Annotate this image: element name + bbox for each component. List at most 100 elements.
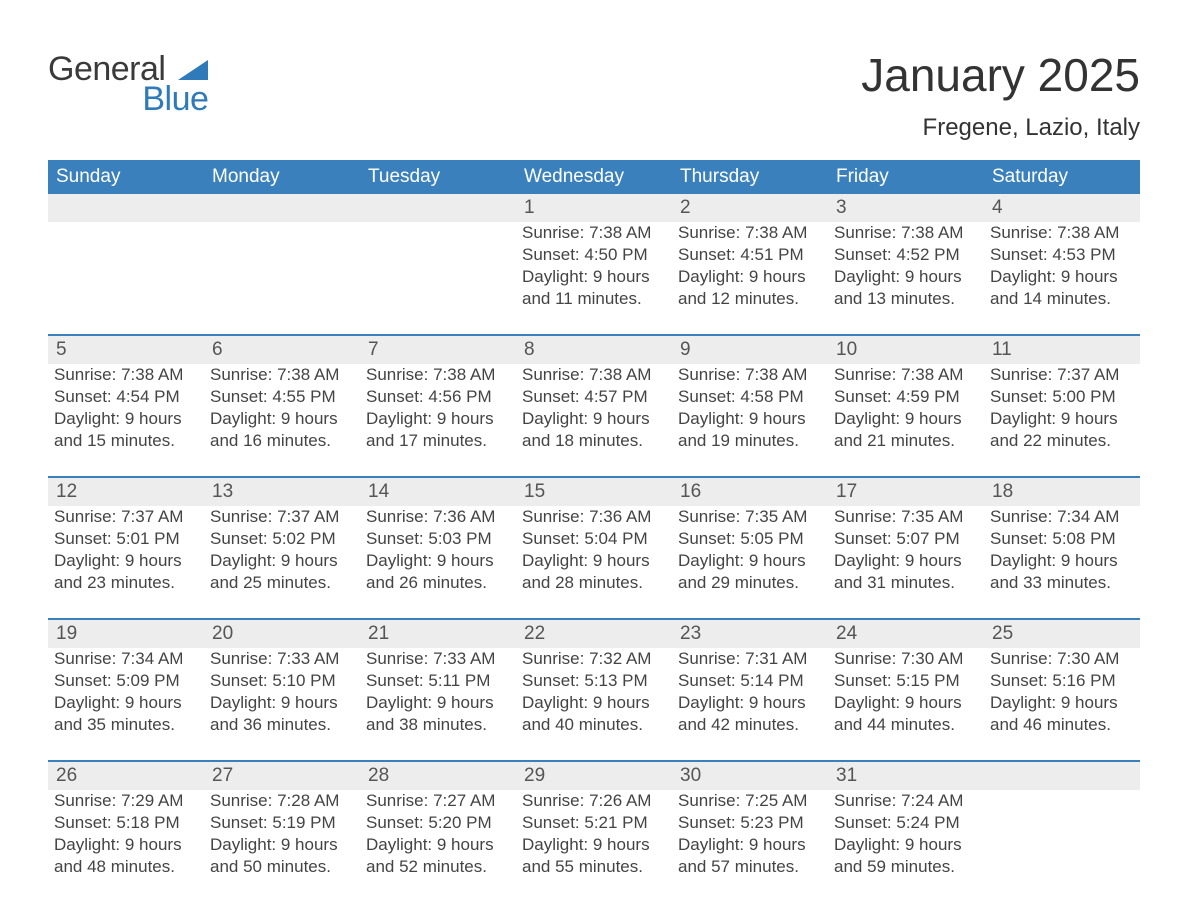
day-number: 28: [360, 762, 516, 790]
day-number: 18: [984, 478, 1140, 506]
daylight-line-2: and 21 minutes.: [834, 430, 978, 452]
calendar-day: Sunrise: 7:30 AMSunset: 5:16 PMDaylight:…: [984, 648, 1140, 760]
calendar-day: Sunrise: 7:34 AMSunset: 5:08 PMDaylight:…: [984, 506, 1140, 618]
daylight-line-1: Daylight: 9 hours: [210, 834, 354, 856]
sunset-line: Sunset: 4:53 PM: [990, 244, 1134, 266]
sunset-line: Sunset: 5:21 PM: [522, 812, 666, 834]
day-number: 20: [204, 620, 360, 648]
calendar-day: Sunrise: 7:36 AMSunset: 5:03 PMDaylight:…: [360, 506, 516, 618]
sunrise-line: Sunrise: 7:29 AM: [54, 790, 198, 812]
daylight-line-1: Daylight: 9 hours: [990, 266, 1134, 288]
week-row: Sunrise: 7:29 AMSunset: 5:18 PMDaylight:…: [48, 790, 1140, 902]
calendar-day: Sunrise: 7:38 AMSunset: 4:59 PMDaylight:…: [828, 364, 984, 476]
sunset-line: Sunset: 4:58 PM: [678, 386, 822, 408]
daylight-line-1: Daylight: 9 hours: [834, 692, 978, 714]
sunset-line: Sunset: 4:52 PM: [834, 244, 978, 266]
daylight-line-1: Daylight: 9 hours: [990, 408, 1134, 430]
sunrise-line: Sunrise: 7:33 AM: [210, 648, 354, 670]
day-number: 15: [516, 478, 672, 506]
day-number: 27: [204, 762, 360, 790]
daylight-line-2: and 40 minutes.: [522, 714, 666, 736]
daylight-line-2: and 16 minutes.: [210, 430, 354, 452]
sunset-line: Sunset: 5:10 PM: [210, 670, 354, 692]
sunset-line: Sunset: 5:16 PM: [990, 670, 1134, 692]
sunset-line: Sunset: 5:02 PM: [210, 528, 354, 550]
calendar-day: Sunrise: 7:38 AMSunset: 4:54 PMDaylight:…: [48, 364, 204, 476]
day-number: 25: [984, 620, 1140, 648]
daylight-line-1: Daylight: 9 hours: [54, 550, 198, 572]
day-number: 30: [672, 762, 828, 790]
daylight-line-2: and 25 minutes.: [210, 572, 354, 594]
sunset-line: Sunset: 4:55 PM: [210, 386, 354, 408]
calendar-day: Sunrise: 7:37 AMSunset: 5:02 PMDaylight:…: [204, 506, 360, 618]
daylight-line-1: Daylight: 9 hours: [990, 692, 1134, 714]
sunrise-line: Sunrise: 7:38 AM: [54, 364, 198, 386]
sunrise-line: Sunrise: 7:30 AM: [834, 648, 978, 670]
week-day-number-strip: 12131415161718: [48, 476, 1140, 506]
sunset-line: Sunset: 5:11 PM: [366, 670, 510, 692]
daylight-line-2: and 38 minutes.: [366, 714, 510, 736]
daylight-line-2: and 11 minutes.: [522, 288, 666, 310]
daylight-line-2: and 48 minutes.: [54, 856, 198, 878]
week-day-number-strip: 1234: [48, 194, 1140, 222]
daylight-line-1: Daylight: 9 hours: [366, 408, 510, 430]
day-number: 6: [204, 336, 360, 364]
calendar-day-empty: [984, 790, 1140, 902]
day-number: [204, 194, 360, 222]
calendar-day: Sunrise: 7:26 AMSunset: 5:21 PMDaylight:…: [516, 790, 672, 902]
sunset-line: Sunset: 4:50 PM: [522, 244, 666, 266]
day-number: 5: [48, 336, 204, 364]
sunrise-line: Sunrise: 7:36 AM: [522, 506, 666, 528]
sunrise-line: Sunrise: 7:36 AM: [366, 506, 510, 528]
daylight-line-2: and 59 minutes.: [834, 856, 978, 878]
sunrise-line: Sunrise: 7:33 AM: [366, 648, 510, 670]
day-number: 17: [828, 478, 984, 506]
daylight-line-2: and 44 minutes.: [834, 714, 978, 736]
daylight-line-2: and 29 minutes.: [678, 572, 822, 594]
calendar-day: Sunrise: 7:38 AMSunset: 4:57 PMDaylight:…: [516, 364, 672, 476]
day-number: 26: [48, 762, 204, 790]
calendar-day: Sunrise: 7:32 AMSunset: 5:13 PMDaylight:…: [516, 648, 672, 760]
logo: General Blue: [48, 48, 208, 116]
daylight-line-2: and 42 minutes.: [678, 714, 822, 736]
calendar-day: Sunrise: 7:38 AMSunset: 4:56 PMDaylight:…: [360, 364, 516, 476]
sunset-line: Sunset: 4:51 PM: [678, 244, 822, 266]
daylight-line-1: Daylight: 9 hours: [678, 834, 822, 856]
sunrise-line: Sunrise: 7:25 AM: [678, 790, 822, 812]
sunset-line: Sunset: 5:00 PM: [990, 386, 1134, 408]
daylight-line-1: Daylight: 9 hours: [834, 550, 978, 572]
sunset-line: Sunset: 4:54 PM: [54, 386, 198, 408]
sunset-line: Sunset: 5:07 PM: [834, 528, 978, 550]
daylight-line-2: and 50 minutes.: [210, 856, 354, 878]
day-number: 29: [516, 762, 672, 790]
sunrise-line: Sunrise: 7:35 AM: [678, 506, 822, 528]
sunset-line: Sunset: 5:09 PM: [54, 670, 198, 692]
day-number: 1: [516, 194, 672, 222]
calendar-day: Sunrise: 7:37 AMSunset: 5:00 PMDaylight:…: [984, 364, 1140, 476]
calendar-day: Sunrise: 7:25 AMSunset: 5:23 PMDaylight:…: [672, 790, 828, 902]
daylight-line-1: Daylight: 9 hours: [678, 266, 822, 288]
sunset-line: Sunset: 5:05 PM: [678, 528, 822, 550]
sunrise-line: Sunrise: 7:34 AM: [54, 648, 198, 670]
daylight-line-2: and 36 minutes.: [210, 714, 354, 736]
calendar-day: Sunrise: 7:30 AMSunset: 5:15 PMDaylight:…: [828, 648, 984, 760]
sunset-line: Sunset: 5:13 PM: [522, 670, 666, 692]
day-header: Thursday: [672, 160, 828, 194]
day-number: 3: [828, 194, 984, 222]
sunrise-line: Sunrise: 7:27 AM: [366, 790, 510, 812]
day-header: Wednesday: [516, 160, 672, 194]
daylight-line-2: and 28 minutes.: [522, 572, 666, 594]
daylight-line-1: Daylight: 9 hours: [678, 692, 822, 714]
daylight-line-2: and 33 minutes.: [990, 572, 1134, 594]
daylight-line-2: and 57 minutes.: [678, 856, 822, 878]
day-number: 23: [672, 620, 828, 648]
day-number: 13: [204, 478, 360, 506]
sunrise-line: Sunrise: 7:30 AM: [990, 648, 1134, 670]
page-title: January 2025: [861, 48, 1140, 102]
calendar-day: Sunrise: 7:33 AMSunset: 5:10 PMDaylight:…: [204, 648, 360, 760]
day-number: 19: [48, 620, 204, 648]
sunrise-line: Sunrise: 7:28 AM: [210, 790, 354, 812]
daylight-line-1: Daylight: 9 hours: [210, 692, 354, 714]
logo-text: General Blue: [48, 48, 208, 116]
daylight-line-1: Daylight: 9 hours: [522, 692, 666, 714]
